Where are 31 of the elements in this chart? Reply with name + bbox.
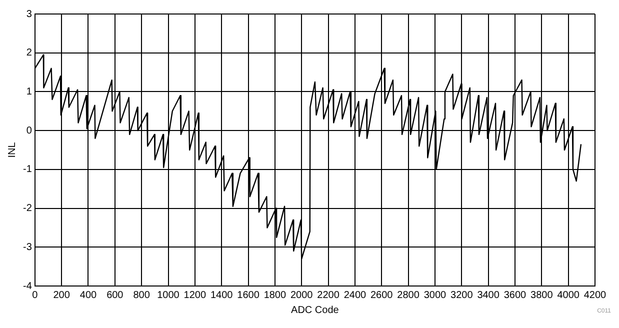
x-axis-title: ADC Code (291, 304, 340, 316)
x-tick-label: 2200 (317, 290, 340, 301)
x-tick-label: 1200 (184, 290, 206, 301)
y-tick-label: -2 (22, 203, 32, 214)
y-tick-label: 3 (26, 8, 32, 20)
x-tick-label: 3600 (504, 290, 527, 301)
x-tick-label: 4000 (557, 290, 580, 301)
x-tick-label: 3000 (424, 290, 447, 301)
x-tick-label: 600 (106, 290, 124, 301)
y-tick-label: -3 (22, 242, 32, 253)
x-tick-label: 3200 (450, 290, 474, 301)
x-tick-label: 1800 (264, 290, 286, 301)
x-tick-label: 200 (53, 290, 70, 301)
x-tick-label: 2400 (344, 290, 367, 301)
x-tick-label: 2000 (290, 290, 314, 301)
x-tick-label: 1600 (237, 290, 260, 301)
x-tick-label: 3800 (530, 290, 554, 301)
x-tick-label: 1400 (210, 290, 234, 301)
y-tick-label: 1 (26, 86, 32, 98)
x-tick-label: 2800 (397, 290, 420, 301)
x-tick-label: 1000 (157, 290, 180, 301)
y-tick-label: -1 (22, 164, 32, 176)
x-tick-label: 400 (80, 290, 98, 301)
y-tick-label: 0 (26, 125, 32, 136)
y-tick-label: -4 (22, 280, 32, 292)
x-tick-label: 4200 (584, 290, 607, 301)
y-axis-title: INL (6, 142, 18, 158)
x-tick-label: 2600 (370, 290, 394, 301)
y-tick-label: 2 (26, 48, 32, 59)
x-tick-label: 3400 (477, 290, 500, 301)
x-tick-label: 800 (133, 290, 150, 301)
